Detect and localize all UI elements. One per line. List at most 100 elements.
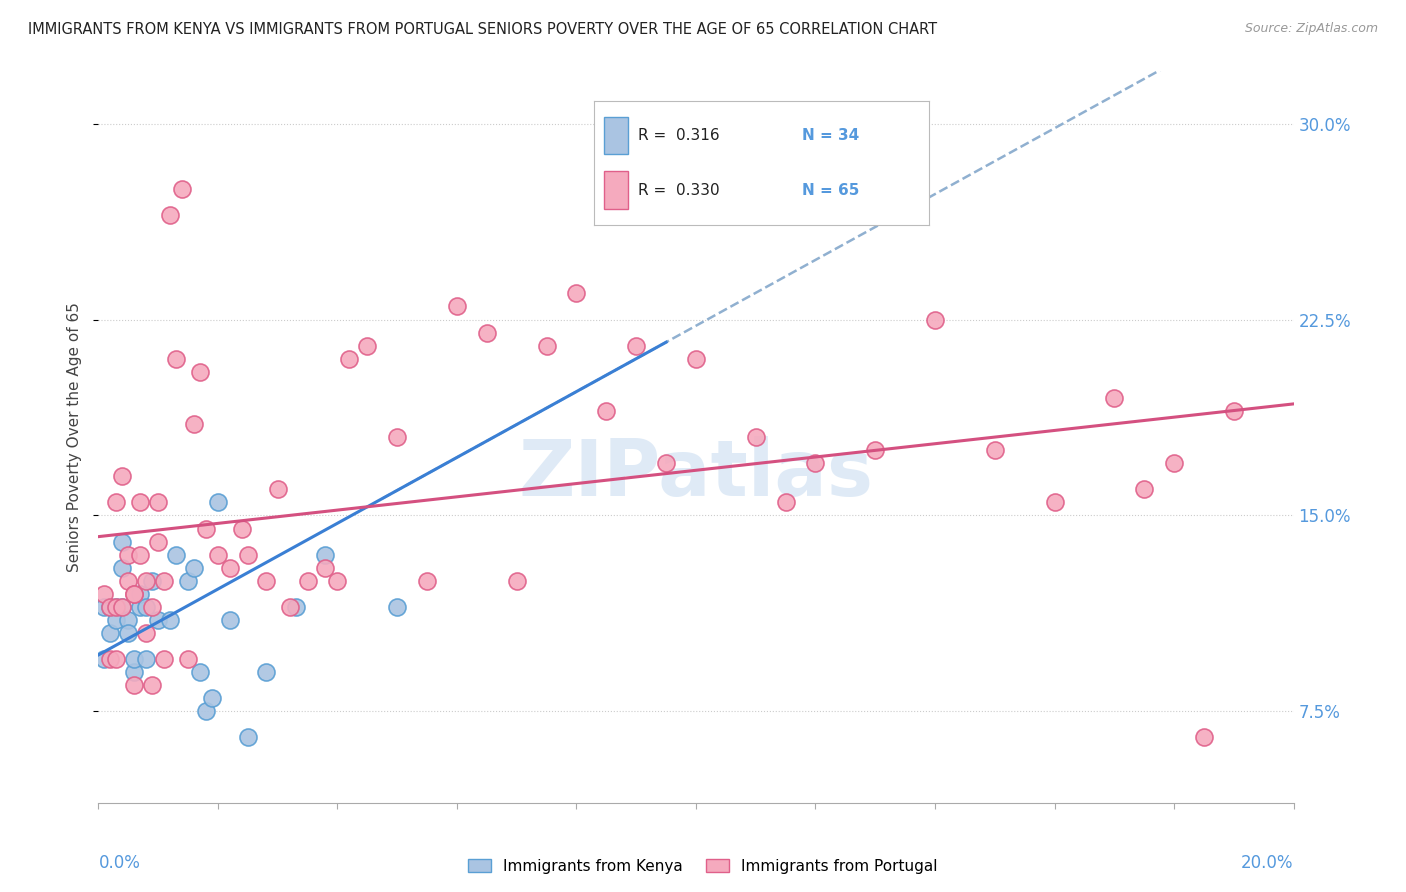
Point bbox=[153, 574, 176, 588]
Point bbox=[111, 599, 134, 614]
Point bbox=[105, 652, 128, 666]
Point bbox=[745, 430, 768, 444]
Point bbox=[219, 560, 242, 574]
Point bbox=[105, 495, 128, 509]
Point bbox=[135, 626, 157, 640]
Point bbox=[153, 652, 176, 666]
Point bbox=[141, 599, 163, 614]
Point bbox=[188, 665, 211, 680]
Point bbox=[124, 665, 146, 680]
Text: Source: ZipAtlas.com: Source: ZipAtlas.com bbox=[1244, 22, 1378, 36]
Point bbox=[804, 456, 827, 470]
Point bbox=[129, 495, 152, 509]
Point bbox=[284, 599, 307, 614]
Point bbox=[201, 691, 224, 706]
Point bbox=[655, 456, 678, 470]
Point bbox=[183, 417, 205, 431]
Point bbox=[1163, 456, 1185, 470]
Point bbox=[1223, 404, 1246, 418]
Point bbox=[177, 652, 200, 666]
Point bbox=[105, 599, 128, 614]
Point bbox=[475, 326, 498, 340]
Point bbox=[111, 599, 134, 614]
Point bbox=[117, 548, 139, 562]
Point bbox=[98, 652, 122, 666]
Point bbox=[129, 587, 152, 601]
Point bbox=[685, 351, 707, 366]
Point bbox=[124, 587, 146, 601]
Point bbox=[188, 365, 211, 379]
Point bbox=[231, 521, 253, 535]
Point bbox=[165, 548, 187, 562]
Point bbox=[315, 548, 337, 562]
Point bbox=[129, 599, 152, 614]
Point bbox=[148, 534, 170, 549]
Point bbox=[626, 338, 648, 352]
Point bbox=[1043, 495, 1066, 509]
Point bbox=[105, 613, 128, 627]
Point bbox=[356, 338, 378, 352]
Point bbox=[865, 443, 887, 458]
Point bbox=[267, 483, 290, 497]
Point bbox=[124, 652, 146, 666]
Point bbox=[219, 613, 242, 627]
Point bbox=[111, 560, 134, 574]
Point bbox=[416, 574, 439, 588]
Point bbox=[506, 574, 529, 588]
Point bbox=[93, 599, 115, 614]
Point bbox=[297, 574, 319, 588]
Point bbox=[141, 574, 163, 588]
Point bbox=[117, 613, 139, 627]
Text: 0.0%: 0.0% bbox=[98, 854, 141, 872]
Point bbox=[135, 599, 157, 614]
Point bbox=[165, 351, 187, 366]
Text: 20.0%: 20.0% bbox=[1241, 854, 1294, 872]
Point bbox=[98, 599, 122, 614]
Point bbox=[385, 599, 409, 614]
Point bbox=[183, 560, 205, 574]
Point bbox=[984, 443, 1007, 458]
Point bbox=[775, 495, 797, 509]
Point bbox=[207, 495, 229, 509]
Point bbox=[1133, 483, 1156, 497]
Point bbox=[148, 495, 170, 509]
Point bbox=[159, 208, 181, 222]
Point bbox=[446, 300, 468, 314]
Text: IMMIGRANTS FROM KENYA VS IMMIGRANTS FROM PORTUGAL SENIORS POVERTY OVER THE AGE O: IMMIGRANTS FROM KENYA VS IMMIGRANTS FROM… bbox=[28, 22, 938, 37]
Point bbox=[172, 182, 194, 196]
Point bbox=[236, 548, 259, 562]
Point bbox=[111, 534, 134, 549]
Point bbox=[129, 548, 152, 562]
Point bbox=[195, 521, 218, 535]
Point bbox=[595, 404, 617, 418]
Y-axis label: Seniors Poverty Over the Age of 65: Seniors Poverty Over the Age of 65 bbox=[67, 302, 83, 572]
Point bbox=[195, 705, 218, 719]
Point bbox=[124, 678, 146, 692]
Point bbox=[385, 430, 409, 444]
Point bbox=[141, 678, 163, 692]
Point bbox=[124, 587, 146, 601]
Point bbox=[315, 560, 337, 574]
Point bbox=[254, 665, 277, 680]
Legend: Immigrants from Kenya, Immigrants from Portugal: Immigrants from Kenya, Immigrants from P… bbox=[463, 853, 943, 880]
Point bbox=[93, 652, 115, 666]
Point bbox=[111, 469, 134, 483]
Point bbox=[536, 338, 558, 352]
Point bbox=[339, 351, 361, 366]
Point bbox=[207, 548, 229, 562]
Point bbox=[105, 599, 128, 614]
Point bbox=[159, 613, 181, 627]
Point bbox=[924, 312, 946, 326]
Point bbox=[135, 574, 157, 588]
Point bbox=[655, 156, 678, 170]
Point bbox=[93, 587, 115, 601]
Point bbox=[565, 286, 588, 301]
Point bbox=[326, 574, 349, 588]
Point bbox=[236, 731, 259, 745]
Point bbox=[117, 574, 139, 588]
Point bbox=[1104, 391, 1126, 405]
Point bbox=[177, 574, 200, 588]
Point bbox=[254, 574, 277, 588]
Point bbox=[98, 626, 122, 640]
Point bbox=[278, 599, 301, 614]
